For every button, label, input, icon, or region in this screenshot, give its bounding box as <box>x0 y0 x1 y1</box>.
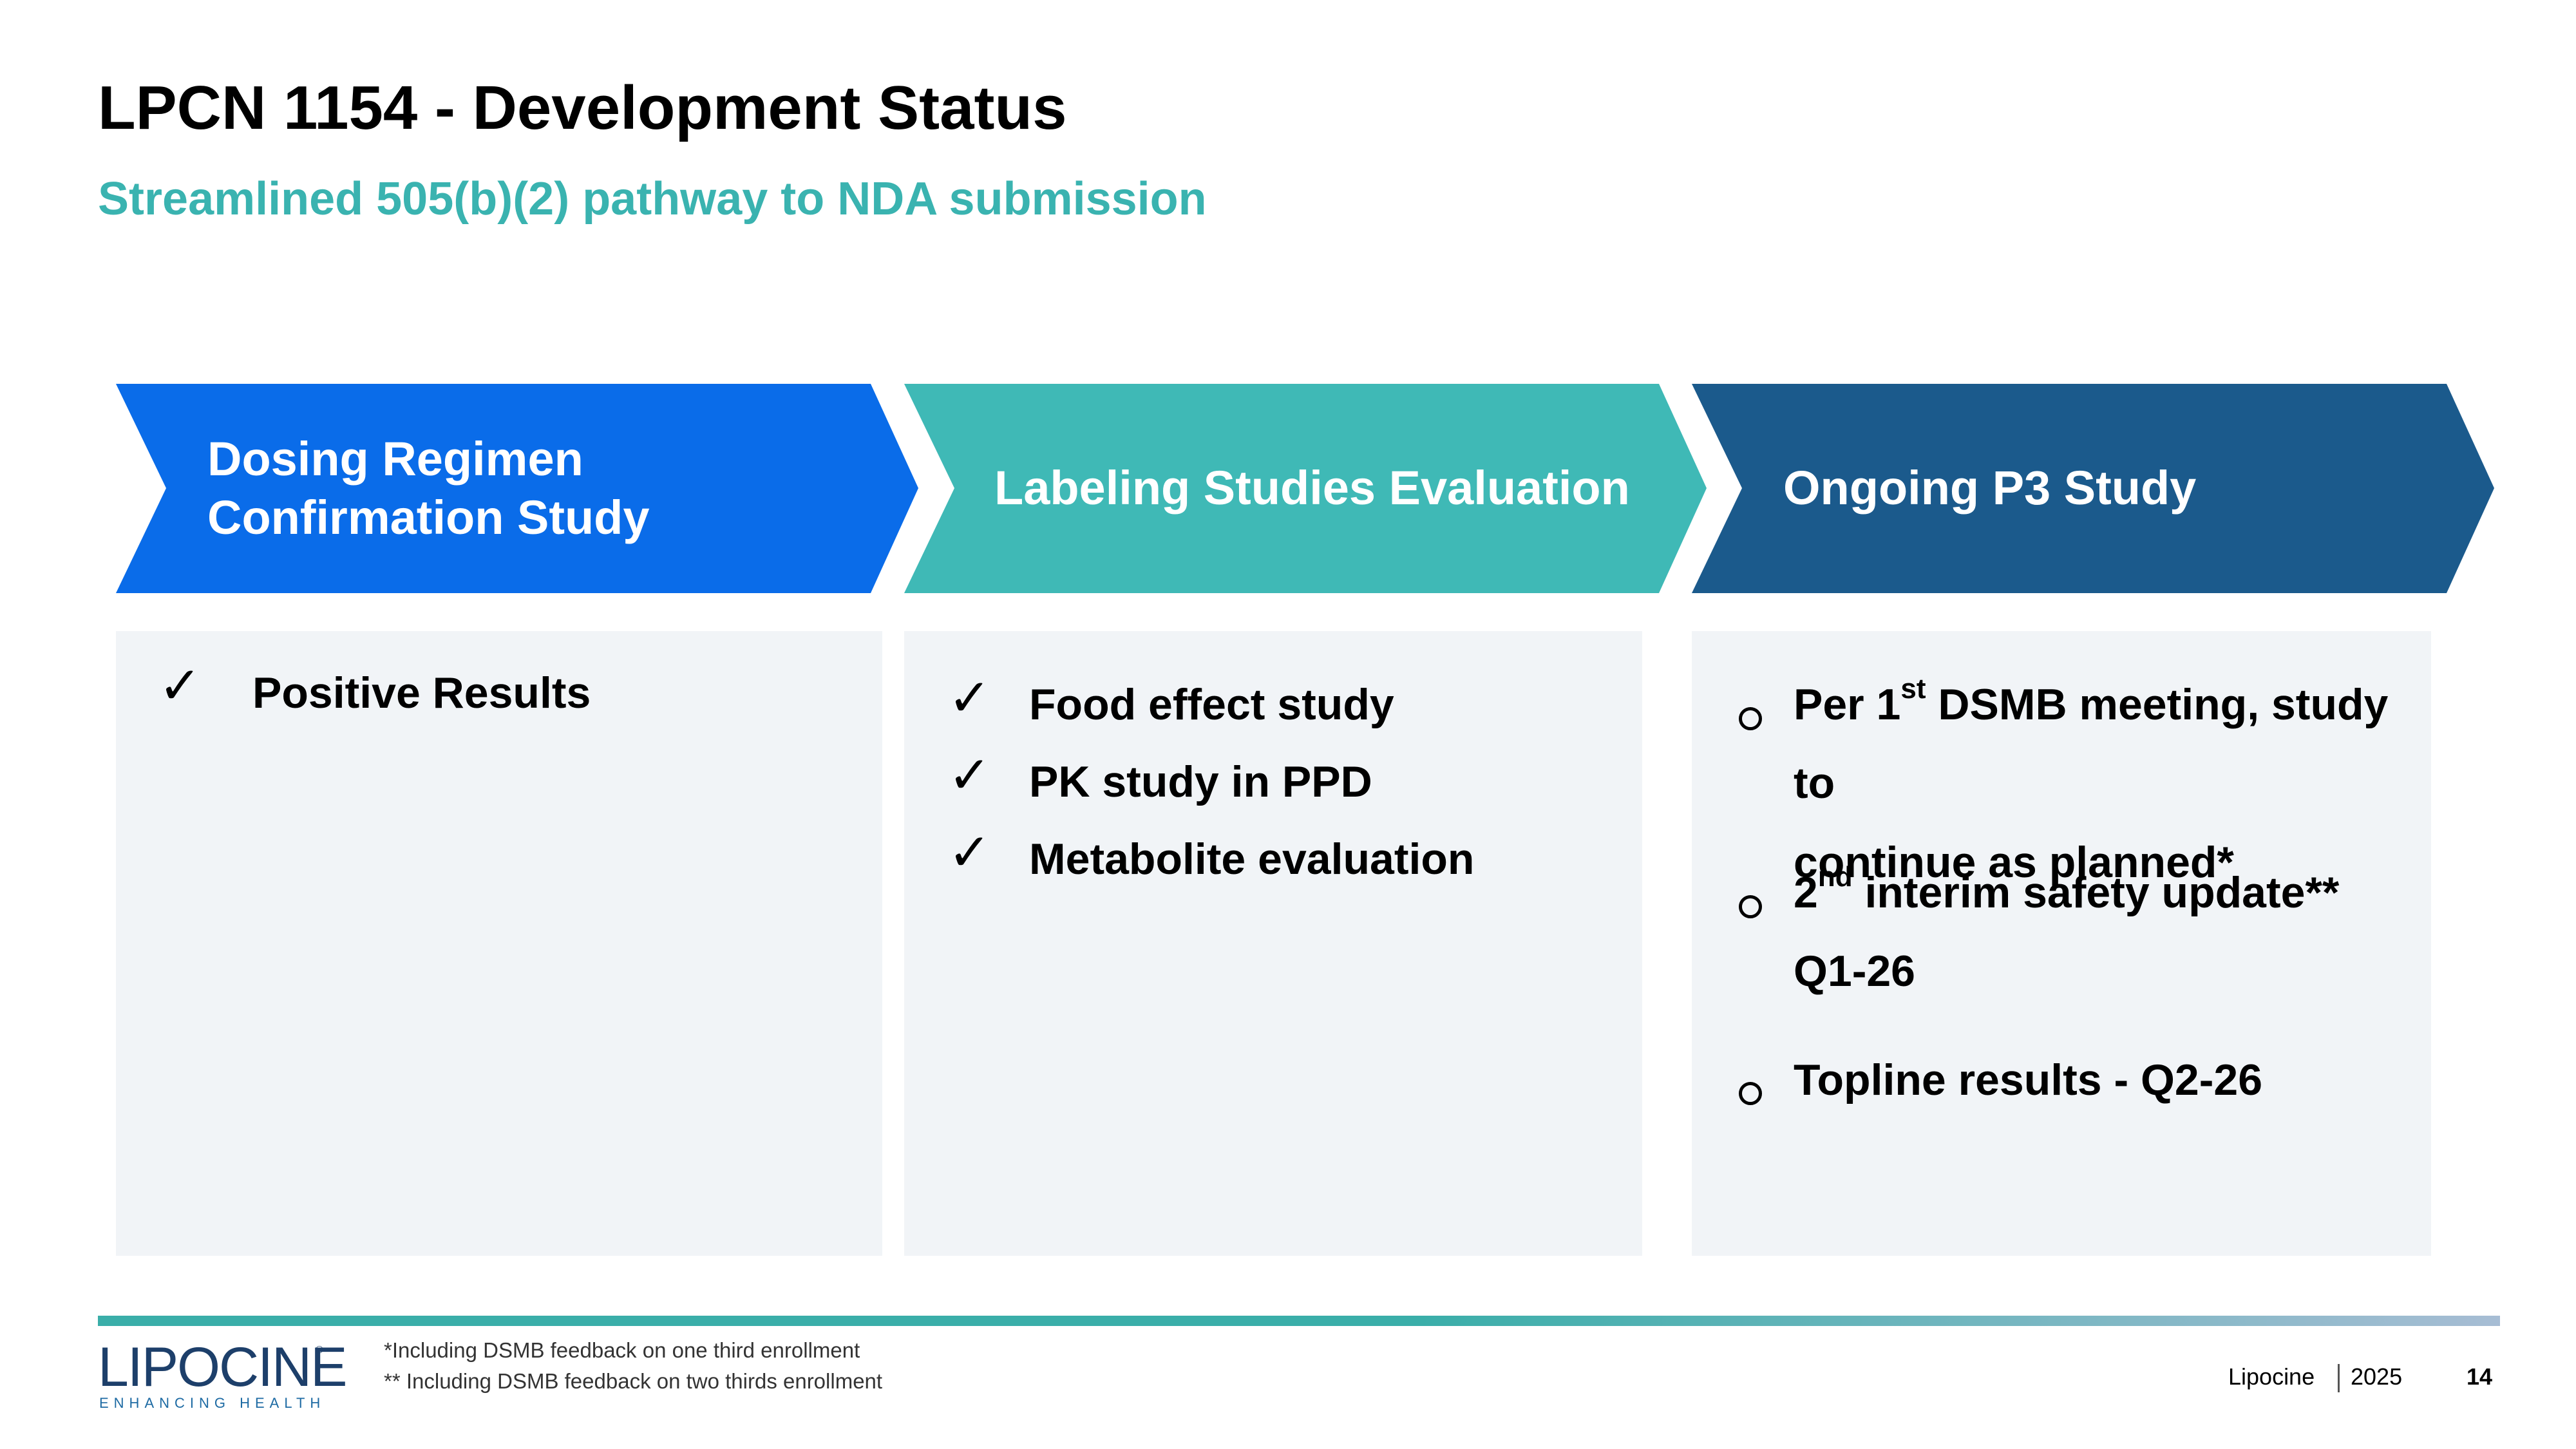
slide-subtitle: Streamlined 505(b)(2) pathway to NDA sub… <box>98 173 1207 225</box>
panel-p3: Per 1st DSMB meeting, study to continue … <box>1692 631 2431 1256</box>
stage-label-line2: Confirmation Study <box>207 490 650 544</box>
checkmark-icon: ✓ <box>948 745 992 805</box>
footer-separator <box>2338 1364 2340 1392</box>
stage-label: Labeling Studies Evaluation <box>994 461 1630 515</box>
company-logo: LIPOCINE <box>98 1336 347 1398</box>
open-circle-icon <box>1739 895 1762 918</box>
registered-mark: ® <box>316 1345 323 1356</box>
footnote-2: ** Including DSMB feedback on two thirds… <box>384 1369 883 1393</box>
footer-divider <box>98 1316 2500 1326</box>
checkmark-icon: ✓ <box>948 822 992 882</box>
list-item: Topline results - Q2-26 <box>1794 1056 2263 1104</box>
footer-year: 2025 <box>2351 1363 2403 1390</box>
panel-labeling: ✓ Food effect study ✓ PK study in PPD ✓ … <box>904 631 1642 1256</box>
list-item: PK study in PPD <box>1029 757 1372 806</box>
stage-chevron-p3: Ongoing P3 Study <box>1692 384 2494 593</box>
footer-company: Lipocine <box>2228 1363 2315 1390</box>
list-item: Positive Results <box>252 668 591 717</box>
open-circle-icon <box>1739 1082 1762 1105</box>
stage-chevron-dosing: Dosing Regimen Confirmation Study <box>116 384 918 593</box>
open-circle-icon <box>1739 707 1762 730</box>
stage-label: Ongoing P3 Study <box>1783 461 2197 515</box>
panel-dosing: ✓ Positive Results <box>116 631 882 1256</box>
checkmark-icon: ✓ <box>158 656 202 715</box>
list-item: Metabolite evaluation <box>1029 835 1475 884</box>
logo-tagline: ENHANCING HEALTH <box>99 1395 326 1411</box>
stage-label-line1: Dosing Regimen <box>207 432 583 486</box>
checkmark-icon: ✓ <box>948 668 992 728</box>
list-item: 2nd interim safety update** Q1-26 <box>1794 861 2340 996</box>
list-item: Per 1st DSMB meeting, study to continue … <box>1794 673 2389 887</box>
footnote-1: *Including DSMB feedback on one third en… <box>384 1338 860 1362</box>
page-number: 14 <box>2467 1363 2493 1390</box>
list-item: Food effect study <box>1029 680 1394 729</box>
stage-chevron-labeling: Labeling Studies Evaluation <box>904 384 1707 593</box>
slide-title: LPCN 1154 - Development Status <box>98 73 1067 142</box>
